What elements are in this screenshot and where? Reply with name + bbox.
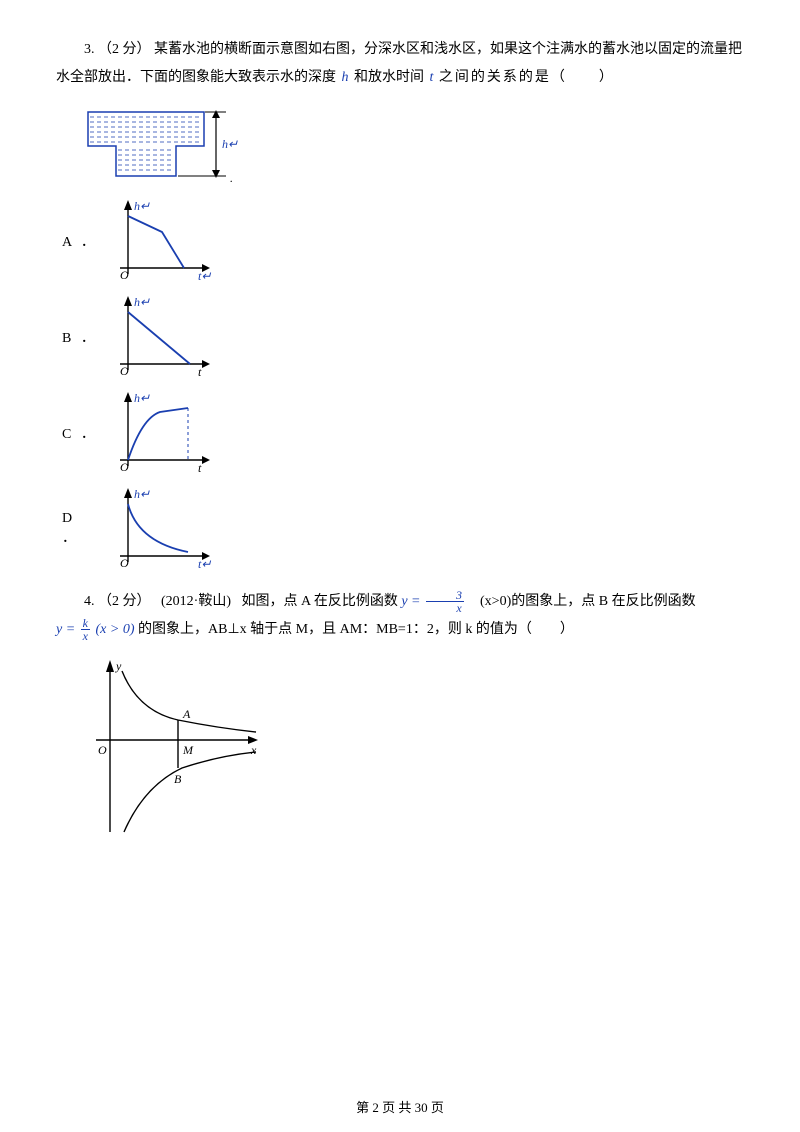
- svg-text:t↵: t↵: [198, 557, 211, 571]
- footer-prefix: 第: [356, 1100, 369, 1115]
- page-footer: 第 2 页 共 30 页: [0, 1097, 800, 1116]
- q3-text1: 某蓄水池的横断面示意图如右图，分深水区和浅水区，如果这个注满水的蓄水池以固定的流…: [154, 42, 742, 57]
- option-d-label: D ．: [62, 511, 98, 547]
- svg-text:B: B: [174, 772, 182, 786]
- q4-diagram: y x O A M B: [78, 656, 744, 841]
- svg-text:M: M: [182, 743, 194, 757]
- q3-text4: 之间的关系的是（ ）: [439, 70, 615, 85]
- q4-eq2-num: k: [81, 617, 90, 629]
- svg-text:O: O: [98, 743, 107, 757]
- pool-diagram: h↵ .: [78, 104, 744, 186]
- pool-h-label: h↵: [222, 137, 238, 151]
- svg-text:y: y: [115, 659, 122, 673]
- footer-suffix: 页: [431, 1100, 444, 1115]
- svg-text:h↵: h↵: [134, 487, 150, 501]
- q4-eq1-frac: 3 x: [426, 589, 464, 614]
- svg-text:A: A: [182, 707, 191, 721]
- option-c-graph: O h↵ t: [98, 388, 218, 478]
- option-b-label: B ．: [62, 327, 98, 347]
- svg-text:t↵: t↵: [198, 269, 211, 283]
- footer-current: 2: [372, 1100, 379, 1115]
- svg-text:h↵: h↵: [134, 295, 150, 309]
- svg-text:h↵: h↵: [134, 391, 150, 405]
- svg-text:t: t: [198, 461, 202, 475]
- q4-eq2-lhs: y =: [56, 622, 75, 637]
- q3-text2: 水全部放出．下面的图象能大致表示水的深度: [56, 70, 340, 85]
- q4-number: 4.: [84, 594, 95, 609]
- option-d-graph: O h↵ t↵: [98, 484, 218, 574]
- option-c: C ． O h↵ t: [62, 388, 744, 478]
- q3-var-t: t: [428, 70, 436, 85]
- svg-text:O: O: [120, 460, 129, 474]
- svg-text:O: O: [120, 268, 129, 282]
- q4-eq2-cond: (x > 0): [96, 622, 135, 637]
- option-c-label: C ．: [62, 423, 98, 443]
- q3-line1: 3. （2 分） 某蓄水池的横断面示意图如右图，分深水区和浅水区，如果这个注满水…: [56, 36, 744, 64]
- q4-text3: 的图象上，AB⊥x 轴于点 M，且 AM：MB=1：2，则 k 的值为（ ）: [138, 622, 574, 637]
- footer-mid: 页 共: [382, 1100, 411, 1115]
- svg-text:O: O: [120, 364, 129, 378]
- option-d: D ． O h↵ t↵: [62, 484, 744, 574]
- q4-points: （2 分）: [98, 594, 151, 609]
- q4-text1: 如图，点 A 在反比例函数: [242, 594, 402, 609]
- q4-line2: y = k x (x > 0) 的图象上，AB⊥x 轴于点 M，且 AM：MB=…: [56, 616, 744, 644]
- q3-points: （2 分）: [98, 42, 151, 57]
- q4-eq1-num: 3: [426, 589, 464, 601]
- q3-line2: 水全部放出．下面的图象能大致表示水的深度 h 和放水时间 t 之间的关系的是（ …: [56, 64, 744, 92]
- option-b: B ． O h↵ t: [62, 292, 744, 382]
- q4-eq1-lhs: y =: [401, 594, 420, 609]
- q3-var-h: h: [340, 70, 351, 85]
- q4-line1: 4. （2 分） (2012·鞍山) 如图，点 A 在反比例函数 y = 3 x…: [56, 588, 744, 616]
- q4-eq2-frac: k x: [81, 617, 90, 642]
- q4-eq2-den: x: [81, 629, 90, 642]
- q4-eq1-den: x: [426, 601, 464, 614]
- option-b-graph: O h↵ t: [98, 292, 218, 382]
- q3-text3: 和放水时间: [354, 70, 428, 85]
- svg-text:x: x: [250, 743, 257, 757]
- page: 3. （2 分） 某蓄水池的横断面示意图如右图，分深水区和浅水区，如果这个注满水…: [0, 0, 800, 1132]
- q3-number: 3.: [84, 42, 95, 57]
- option-a-graph: O h↵ t↵: [98, 196, 218, 286]
- svg-text:O: O: [120, 556, 129, 570]
- option-a-label: A ．: [62, 231, 98, 251]
- q4-svg: y x O A M B: [78, 656, 268, 841]
- svg-text:.: .: [230, 171, 233, 185]
- option-a: A ． O h↵ t↵: [62, 196, 744, 286]
- svg-text:t: t: [198, 365, 202, 379]
- q4-text2: (x>0)的图象上，点 B 在反比例函数: [477, 594, 696, 609]
- footer-total: 30: [415, 1100, 428, 1115]
- pool-svg: h↵ .: [78, 104, 248, 186]
- q4-source: (2012·鞍山): [161, 594, 231, 609]
- svg-text:h↵: h↵: [134, 199, 150, 213]
